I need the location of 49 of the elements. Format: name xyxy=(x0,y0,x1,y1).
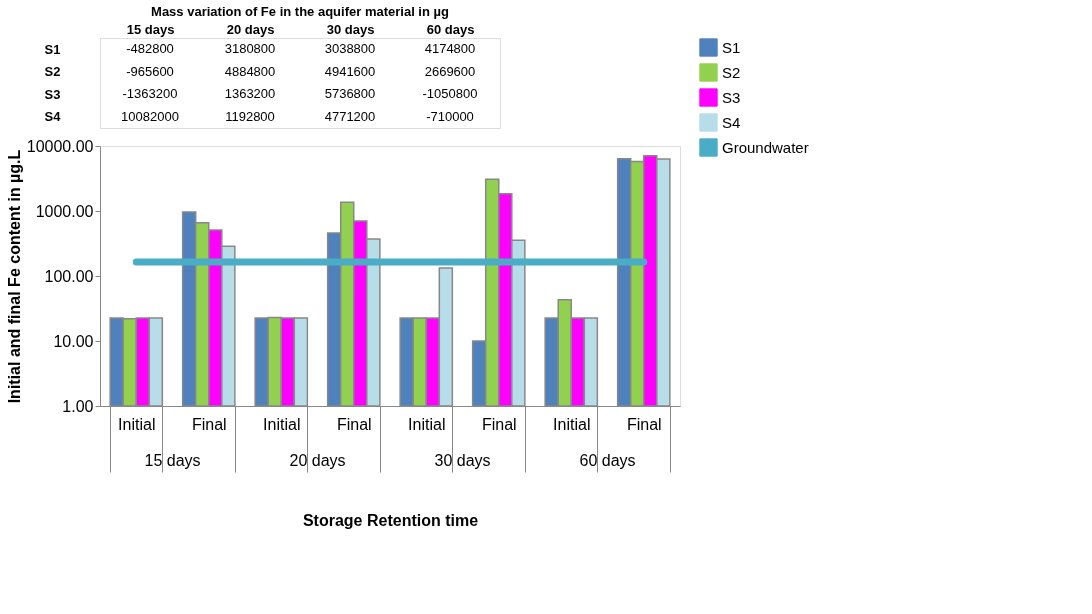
data-label: -1050800 xyxy=(422,86,478,102)
x-tick-label: Final xyxy=(481,415,517,433)
data-label: 3038800 xyxy=(324,41,376,57)
data-label: 1363200 xyxy=(224,86,276,102)
y-tick-label: 100.00 xyxy=(44,267,94,285)
y-tick-label: S2 xyxy=(44,64,61,80)
text: 20 days xyxy=(289,452,346,469)
y-tick-label: 10.00 xyxy=(53,332,94,350)
x-tick-label: 20 days xyxy=(226,21,275,37)
y-axis-title: Initial and final Fe content in µg.L xyxy=(5,149,23,404)
data-label: -710000 xyxy=(426,108,474,124)
x-tick-label: Initial xyxy=(553,415,591,433)
y-tick-label: S4 xyxy=(44,109,62,125)
legend-label: S4 xyxy=(722,113,741,131)
y-tick-label: 10000.00 xyxy=(26,137,94,155)
text: 15 days xyxy=(144,452,201,469)
data-label: -965600 xyxy=(126,63,174,79)
data-label: 5736800 xyxy=(324,86,376,102)
y-tick-label: 1.00 xyxy=(62,397,94,415)
x-tick-label: Initial xyxy=(118,415,156,433)
x-tick-label: Initial xyxy=(408,415,446,433)
data-label: 4771200 xyxy=(324,108,376,124)
text: 60 days xyxy=(579,452,636,469)
y-tick-label: S3 xyxy=(44,86,61,102)
chart-title: Mass variation of Fe in the aquifer material in µg xyxy=(151,4,449,19)
data-label: 1192800 xyxy=(225,108,275,124)
legend-label: S3 xyxy=(722,88,741,106)
data-label: -1363200 xyxy=(122,86,178,102)
x-axis-title: Storage Retention time xyxy=(302,512,479,529)
x-tick-label: Initial xyxy=(263,415,301,433)
x-tick-label: 30 days xyxy=(326,21,375,37)
data-label: 4174800 xyxy=(424,41,476,57)
data-label: 10082000 xyxy=(121,108,179,124)
x-tick-label: 15 days xyxy=(126,21,175,37)
legend-label: S2 xyxy=(722,63,741,81)
x-tick-label: Final xyxy=(336,415,372,433)
x-tick-label: Final xyxy=(191,415,227,433)
y-tick-label: 1000.00 xyxy=(35,202,94,220)
y-tick-label: S1 xyxy=(44,41,61,57)
x-tick-label: 60 days xyxy=(426,21,475,37)
data-label: 3180800 xyxy=(224,41,276,57)
legend-label: Groundwater xyxy=(722,138,809,156)
legend-label: S1 xyxy=(722,38,741,56)
data-label: 2669600 xyxy=(424,63,476,79)
text: 30 days xyxy=(434,452,491,469)
data-label: -482800 xyxy=(126,41,174,57)
data-label: 4941600 xyxy=(324,63,376,79)
x-tick-label: Final xyxy=(626,415,662,433)
data-label: 4884800 xyxy=(224,63,276,79)
